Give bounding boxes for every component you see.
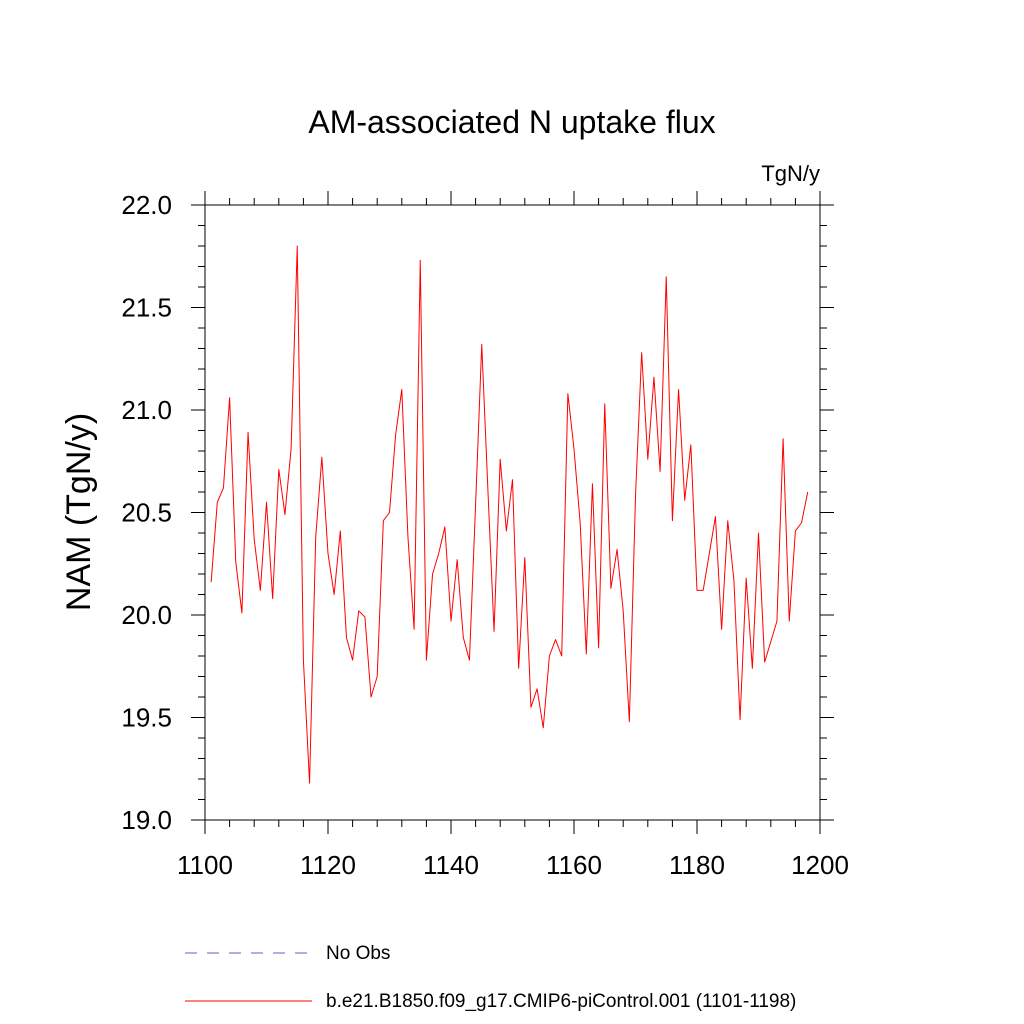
x-tick-label: 1120 — [300, 850, 356, 880]
series-line-0 — [210, 245, 809, 784]
y-tick-label: 22.0 — [121, 190, 172, 220]
y-tick-label: 19.5 — [121, 703, 172, 733]
y-tick-label: 19.0 — [121, 805, 172, 835]
legend-label-picontrol: b.e21.B1850.f09_g17.CMIP6-piControl.001 … — [326, 991, 796, 1012]
x-tick-labels: 1100 1120 1140 1160 1180 1200 — [177, 850, 849, 880]
y-tick-label: 21.0 — [121, 395, 172, 425]
legend: No Obs b.e21.B1850.f09_g17.CMIP6-piContr… — [185, 943, 796, 1012]
legend-label-no-obs: No Obs — [326, 943, 390, 964]
y-tick-label: 20.5 — [121, 498, 172, 528]
y-tick-labels: 19.0 19.5 20.0 20.5 21.0 21.5 22.0 — [121, 190, 172, 835]
x-tick-label: 1200 — [791, 850, 849, 880]
y-axis-label: NAM (TgN/y) — [60, 413, 98, 611]
units-label: TgN/y — [761, 161, 820, 186]
y-tick-label: 20.0 — [121, 600, 172, 630]
x-tick-label: 1140 — [423, 850, 479, 880]
x-tick-label: 1180 — [669, 850, 725, 880]
x-tick-label: 1100 — [177, 850, 233, 880]
x-tick-label: 1160 — [546, 850, 602, 880]
axis-ticks — [191, 191, 834, 834]
series-layer — [210, 245, 809, 784]
plot-frame — [204, 204, 821, 821]
chart-title: AM-associated N uptake flux — [308, 104, 715, 140]
y-tick-label: 21.5 — [121, 293, 172, 323]
